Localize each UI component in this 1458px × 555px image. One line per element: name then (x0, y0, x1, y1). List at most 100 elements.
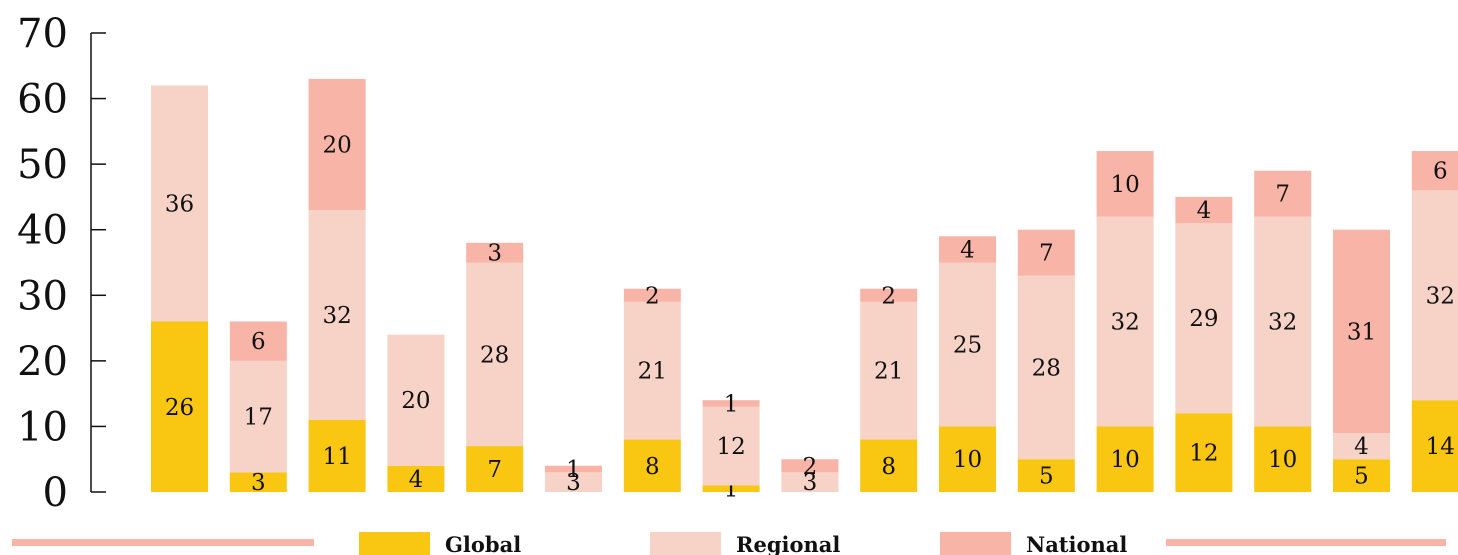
bar-segment-national (1333, 229, 1390, 433)
legend-swatch-global (359, 532, 430, 555)
bar-stack: 5 4 31 (1333, 229, 1390, 492)
data-label-national: 6 (251, 329, 266, 355)
bar-segment-regional (466, 262, 524, 447)
data-label-national: 10 (1110, 172, 1139, 198)
bar-segment-regional (1175, 223, 1233, 414)
data-label-global: 8 (881, 454, 896, 480)
legend: Global Regional National (12, 532, 1446, 555)
legend-label-global: Global (445, 532, 521, 555)
bar-stack: 12 29 4 (1175, 196, 1233, 492)
bar-segment-regional (939, 262, 996, 427)
bar-segment-global (229, 472, 287, 492)
data-label-national: 7 (1275, 182, 1290, 208)
y-tick-label: 60 (17, 77, 68, 123)
data-label-regional: 32 (322, 303, 351, 329)
bar-segment-global (308, 419, 366, 492)
data-label-regional: 17 (244, 405, 273, 431)
bar-segment-regional (702, 406, 760, 486)
data-label-regional: 20 (401, 388, 430, 414)
y-axis: 0 10 20 30 40 50 60 70 (17, 11, 106, 516)
y-tick-label: 30 (17, 273, 68, 319)
data-label-global: 7 (487, 457, 502, 483)
data-label-global: 5 (1354, 464, 1369, 490)
data-label-regional: 32 (1268, 310, 1297, 336)
bar-segment-global (860, 439, 918, 492)
bar-stack: 32 (781, 454, 839, 496)
data-label-global: 5 (1039, 464, 1054, 490)
bar-segment-global (387, 465, 445, 492)
bar-stack: 10 25 4 (939, 236, 996, 492)
bar-segment-global (1096, 426, 1154, 492)
bar-segment-national (1411, 151, 1458, 191)
bar-stack: 11 32 20 (308, 78, 366, 492)
data-label-national: 4 (1197, 198, 1212, 224)
data-label-global: 4 (409, 467, 424, 493)
bar-stack: 10 32 10 (1096, 151, 1154, 492)
data-label-regional: 32 (1110, 310, 1139, 336)
bar-stack: 31 (545, 457, 602, 496)
bar-stack: 10 32 7 (1254, 170, 1312, 492)
bar-segment-global (623, 439, 681, 492)
bar-segment-global (1254, 426, 1312, 492)
bar-segment-global (466, 446, 524, 492)
data-label-regional: 3 (566, 470, 581, 496)
bar-segment-national (1175, 196, 1233, 224)
y-tick-label: 70 (17, 11, 68, 57)
bar-segment-regional (860, 301, 918, 440)
data-label-regional: 21 (638, 359, 667, 385)
bar-stack: 3 17 6 (229, 321, 287, 496)
data-label-global: 10 (953, 447, 982, 473)
data-label-global: 10 (1268, 447, 1297, 473)
data-label-global: 3 (251, 470, 266, 496)
data-label-national: 3 (487, 241, 502, 267)
bar-segment-national (623, 288, 681, 302)
data-label-national: 1 (566, 457, 581, 483)
data-label-regional: 21 (874, 359, 903, 385)
data-label-national: 2 (803, 454, 818, 480)
legend-divider-left (12, 539, 314, 546)
bar-stack: 7 28 3 (466, 241, 524, 492)
bar-segment-regional (781, 472, 839, 492)
bar-segment-regional (1017, 275, 1075, 460)
bar-segment-national (702, 400, 760, 407)
data-label-global: 11 (322, 444, 351, 470)
bar-segment-global (1175, 413, 1233, 492)
data-label-regional: 28 (1032, 355, 1061, 381)
bar-segment-regional (1333, 432, 1390, 460)
bar-segment-national (939, 236, 996, 263)
data-label-national: 2 (645, 283, 660, 309)
data-label-global: 8 (645, 454, 660, 480)
data-label-national: 20 (322, 132, 351, 158)
data-label-national: 2 (881, 283, 896, 309)
bar-segment-regional (623, 301, 681, 440)
bar-stack: 26 36 (151, 85, 208, 492)
y-tick-label: 0 (43, 470, 68, 516)
bar-segment-regional (1254, 216, 1312, 427)
bar-segment-regional (545, 472, 602, 492)
bar-stack: 8 21 2 (860, 283, 918, 492)
bar-segment-national (1096, 151, 1154, 217)
bar-segment-global (939, 426, 996, 492)
legend-label-national: National (1026, 532, 1127, 555)
data-label-regional: 3 (803, 470, 818, 496)
bar-segment-global (1333, 459, 1390, 492)
bar-segment-global (1411, 400, 1458, 492)
bar-segment-regional (151, 85, 208, 322)
bar-segment-global (702, 485, 760, 492)
data-label-national: 6 (1433, 159, 1448, 185)
bar-segment-regional (387, 334, 445, 466)
data-label-regional: 25 (953, 332, 982, 358)
bar-segment-global (1017, 459, 1075, 492)
bar-segment-national (308, 78, 366, 211)
legend-divider-right (1166, 539, 1446, 546)
bar-segment-regional (308, 210, 366, 420)
bar-segment-regional (1096, 216, 1154, 427)
legend-label-regional: Regional (736, 532, 840, 555)
y-tick-label: 40 (17, 208, 68, 254)
bar-segment-national (229, 321, 287, 361)
bar-segment-national (466, 242, 524, 263)
bar-segment-national (781, 459, 839, 473)
data-label-regional: 29 (1189, 306, 1218, 332)
